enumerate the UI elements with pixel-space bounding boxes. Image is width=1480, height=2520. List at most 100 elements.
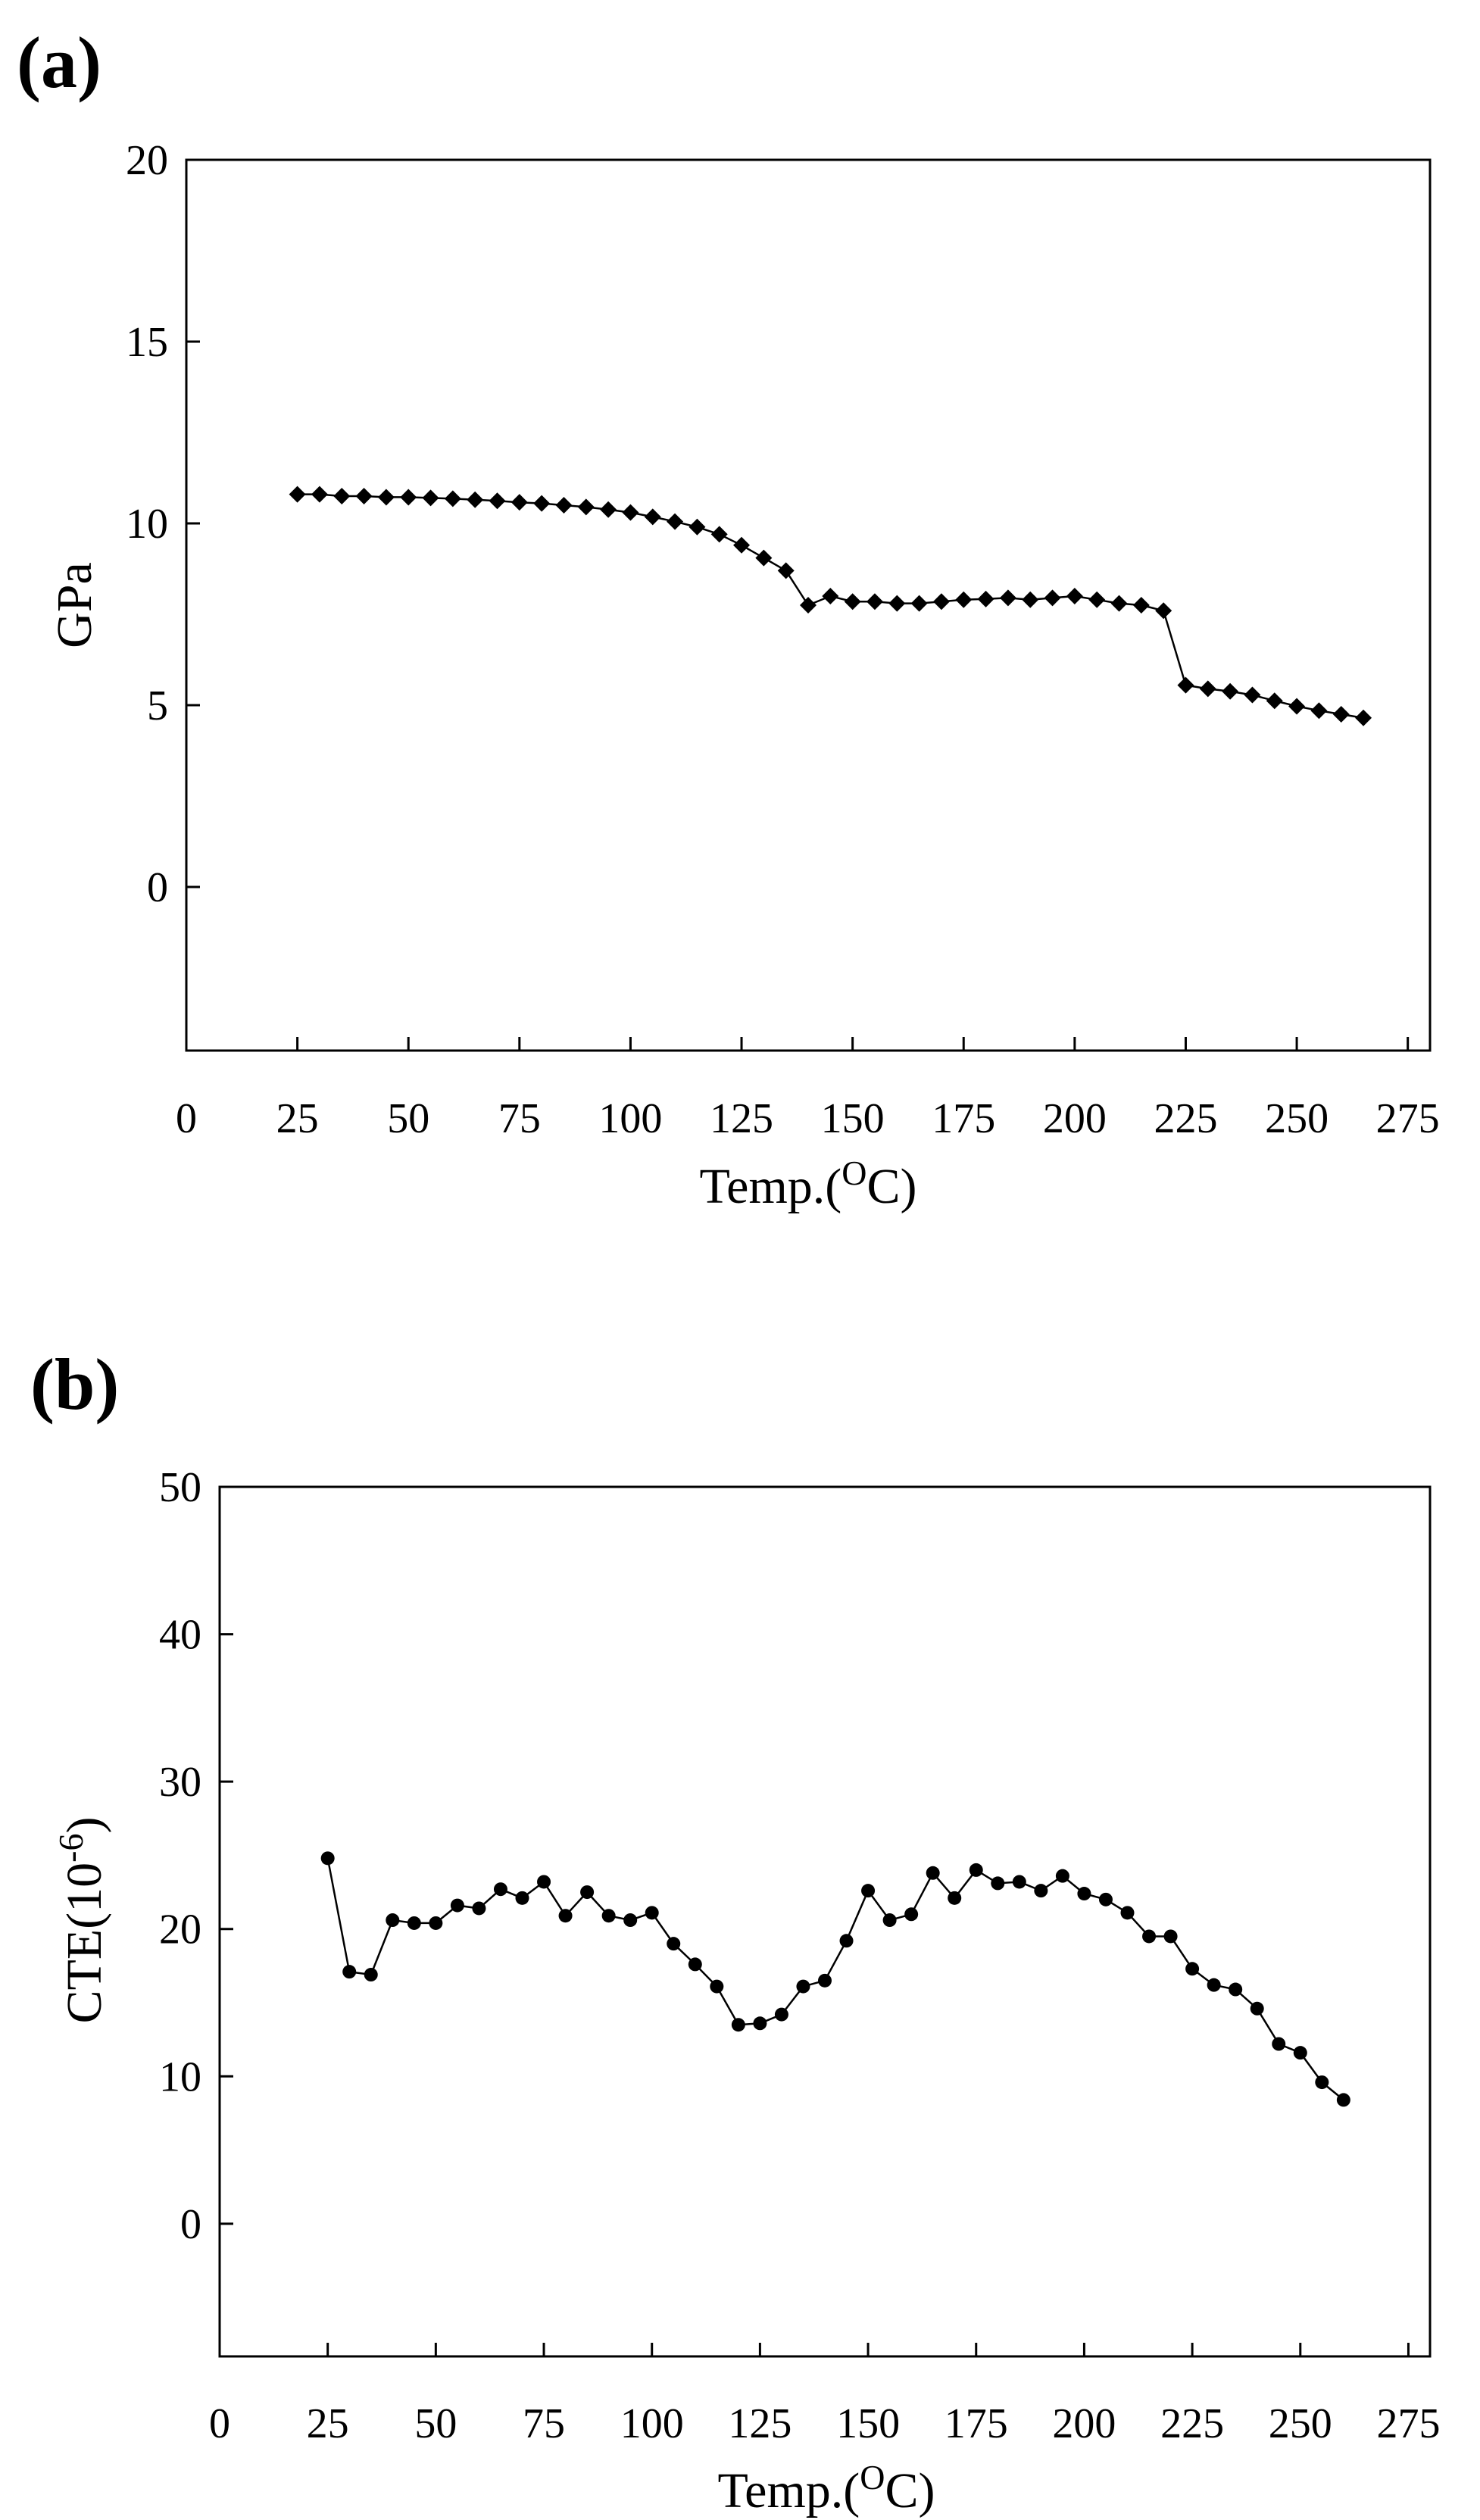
data-point (777, 562, 795, 579)
data-point (1336, 2093, 1350, 2107)
y-tick-label: 5 (147, 682, 168, 729)
data-point (577, 498, 595, 516)
plot-frame-a (185, 158, 1432, 1052)
data-point (1163, 1929, 1178, 1944)
y-tick-label: 50 (159, 1464, 201, 1511)
data-point (1288, 698, 1306, 715)
data-point (386, 1913, 400, 1928)
x-tick-label: 275 (1376, 1095, 1440, 1142)
data-point (555, 497, 573, 514)
data-point (948, 1891, 962, 1905)
data-point (533, 495, 551, 512)
data-point (1012, 1875, 1026, 1889)
y-axis-title: GPa (47, 562, 102, 648)
data-point (1315, 2075, 1329, 2090)
y-tick-label: 10 (126, 501, 168, 548)
data-point (623, 1913, 638, 1928)
x-tick-label: 100 (620, 2400, 684, 2447)
y-axis-title: CTE(10-6) (52, 1817, 112, 2024)
y-axis-title-end: ) (57, 1817, 112, 1834)
data-point (1034, 1884, 1048, 1898)
panel-label-a: (a) (17, 22, 101, 103)
y-axis-title-main: CTE(10 (57, 1863, 112, 2024)
data-point (839, 1934, 854, 1948)
data-point (999, 589, 1016, 607)
x-tick-label: 175 (932, 1095, 995, 1142)
data-point (710, 1979, 724, 1994)
data-point (1185, 1962, 1200, 1976)
data-point (932, 593, 950, 610)
data-point (1120, 1906, 1135, 1920)
data-point (844, 593, 861, 610)
data-point (489, 492, 506, 510)
x-axis-title-main: Temp.( (699, 1159, 841, 1214)
data-point (1266, 692, 1283, 710)
x-tick-label: 0 (209, 2400, 230, 2447)
data-point (1044, 589, 1061, 607)
y-tick-label: 10 (159, 2053, 201, 2100)
x-tick-label: 100 (598, 1095, 662, 1142)
data-point (493, 1882, 507, 1897)
x-axis-title-superscript: O (860, 2458, 885, 2497)
data-point (622, 504, 639, 521)
data-point (688, 1957, 702, 1972)
data-point (311, 486, 328, 503)
data-point (1177, 676, 1194, 694)
x-axis-title-main: Temp.( (717, 2463, 860, 2518)
data-point (467, 491, 484, 508)
x-tick-label: 50 (387, 1095, 429, 1142)
data-point (444, 490, 461, 507)
x-tick-label: 50 (414, 2400, 457, 2447)
data-point (511, 494, 528, 511)
data-point (342, 1965, 357, 1979)
y-tick-label: 20 (159, 1906, 201, 1953)
data-point (355, 488, 373, 504)
data-point (333, 488, 351, 504)
data-point (1207, 1978, 1221, 1992)
panel-label-b: (b) (30, 1344, 119, 1425)
x-tick-label: 25 (307, 2400, 349, 2447)
data-point (1355, 709, 1372, 726)
x-tick-label: 250 (1269, 2400, 1332, 2447)
data-point (688, 518, 706, 536)
data-point (955, 591, 973, 608)
x-axis-title: Temp.(OC) (699, 1154, 916, 1214)
data-point (1066, 588, 1083, 604)
data-point (1132, 597, 1150, 614)
x-tick-label: 125 (710, 1095, 773, 1142)
data-point (1142, 1929, 1157, 1944)
y-tick-label: 40 (159, 1612, 201, 1659)
x-tick-label: 225 (1160, 2400, 1224, 2447)
y-tick-label: 0 (180, 2201, 201, 2248)
data-point (515, 1891, 529, 1905)
data-point (1229, 1982, 1243, 1997)
y-tick-label: 15 (126, 319, 168, 366)
data-point (1293, 2046, 1307, 2060)
data-point (991, 1876, 1005, 1891)
data-point (710, 526, 728, 543)
data-point (667, 1937, 681, 1951)
data-point (1022, 591, 1039, 608)
data-point (888, 595, 906, 612)
data-point (1332, 706, 1350, 723)
data-point (1077, 1887, 1091, 1901)
data-point (910, 595, 928, 612)
x-tick-label: 150 (821, 1095, 885, 1142)
data-point (774, 2007, 788, 2022)
data-point (818, 1973, 832, 1988)
data-point (289, 486, 306, 503)
data-point (407, 1916, 421, 1930)
data-point (822, 588, 839, 604)
y-tick-label: 30 (159, 1759, 201, 1806)
y-tick-label: 20 (126, 137, 168, 184)
chart-panel-b: (b) 0 25 50 75 100 125 150 175 200 225 250 275 0 10 20 3… (30, 1344, 1440, 2518)
y-axis-title-superscript: -6 (52, 1834, 90, 1863)
x-tick-label: 225 (1154, 1095, 1217, 1142)
data-point (1110, 595, 1128, 612)
x-tick-label: 175 (945, 2400, 1008, 2447)
data-point (861, 1884, 876, 1898)
data-point (472, 1901, 486, 1916)
x-tick-label: 25 (276, 1095, 319, 1142)
data-point (800, 597, 816, 614)
